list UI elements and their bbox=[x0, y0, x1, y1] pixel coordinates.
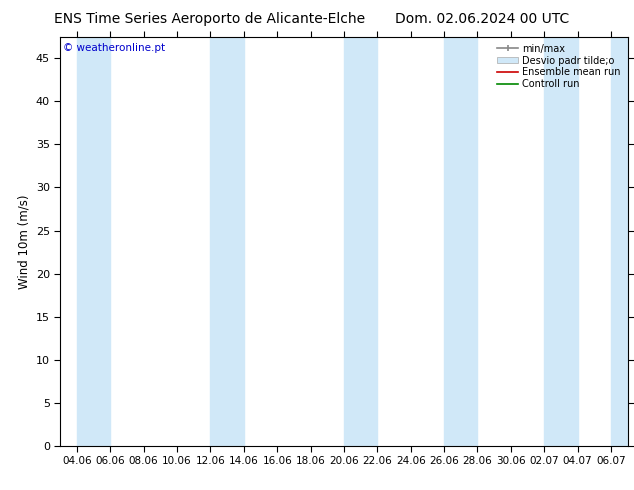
Text: © weatheronline.pt: © weatheronline.pt bbox=[63, 43, 165, 53]
Text: Dom. 02.06.2024 00 UTC: Dom. 02.06.2024 00 UTC bbox=[395, 12, 569, 26]
Bar bbox=[444, 37, 477, 446]
Bar bbox=[611, 37, 634, 446]
Legend: min/max, Desvio padr tilde;o, Ensemble mean run, Controll run: min/max, Desvio padr tilde;o, Ensemble m… bbox=[495, 42, 623, 91]
Text: ENS Time Series Aeroporto de Alicante-Elche: ENS Time Series Aeroporto de Alicante-El… bbox=[54, 12, 365, 26]
Bar bbox=[344, 37, 377, 446]
Bar bbox=[210, 37, 244, 446]
Bar bbox=[77, 37, 110, 446]
Bar bbox=[544, 37, 578, 446]
Y-axis label: Wind 10m (m/s): Wind 10m (m/s) bbox=[17, 194, 30, 289]
